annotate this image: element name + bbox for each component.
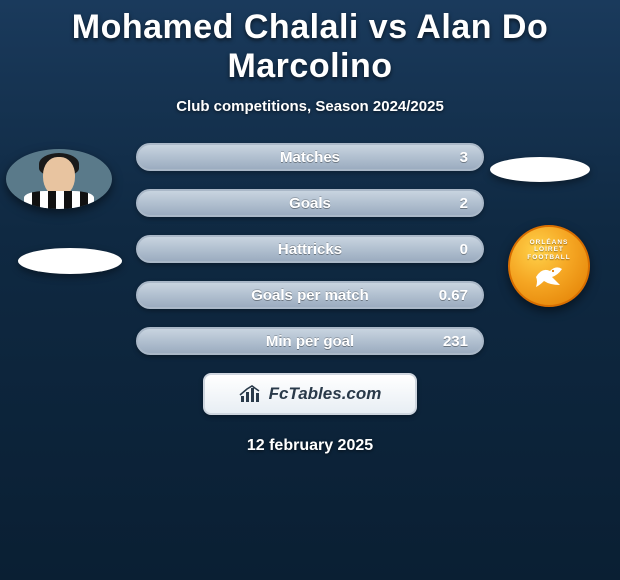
player2-avatar-placeholder	[490, 157, 590, 182]
date-text: 12 february 2025	[0, 437, 620, 455]
stat-bar-min-per-goal: Min per goal 231	[136, 327, 484, 355]
stat-bar-goals-per-match: Goals per match 0.67	[136, 281, 484, 309]
stat-value: 2	[460, 195, 468, 212]
stat-value: 0	[460, 241, 468, 258]
club-badge-text: ORLÉANS LOIRET FOOTBALL	[527, 239, 570, 260]
stat-label: Matches	[280, 149, 340, 166]
club-line3: FOOTBALL	[527, 254, 570, 261]
bar-chart-icon	[239, 384, 263, 404]
comparison-content: ORLÉANS LOIRET FOOTBALL Matches 3 Goals …	[0, 143, 620, 455]
avatar-shirt	[24, 191, 94, 209]
subtitle: Club competitions, Season 2024/2025	[0, 98, 620, 115]
brand-pill[interactable]: FcTables.com	[203, 373, 417, 415]
stat-value: 231	[443, 333, 468, 350]
stat-bar-matches: Matches 3	[136, 143, 484, 171]
club-bird-icon	[532, 263, 566, 289]
stat-label: Goals per match	[251, 287, 369, 304]
stat-value: 3	[460, 149, 468, 166]
stat-value: 0.67	[439, 287, 468, 304]
club-line2: LOIRET	[534, 246, 564, 253]
stat-bar-hattricks: Hattricks 0	[136, 235, 484, 263]
player1-club-placeholder	[18, 248, 122, 274]
stat-label: Goals	[289, 195, 331, 212]
page-title: Mohamed Chalali vs Alan Do Marcolino	[0, 0, 620, 86]
player1-avatar	[6, 149, 112, 209]
stat-bar-goals: Goals 2	[136, 189, 484, 217]
stat-label: Hattricks	[278, 241, 342, 258]
stat-label: Min per goal	[266, 333, 354, 350]
brand-text: FcTables.com	[269, 384, 382, 404]
player2-club-badge: ORLÉANS LOIRET FOOTBALL	[508, 225, 590, 307]
stat-bars: Matches 3 Goals 2 Hattricks 0 Goals per …	[136, 143, 484, 355]
